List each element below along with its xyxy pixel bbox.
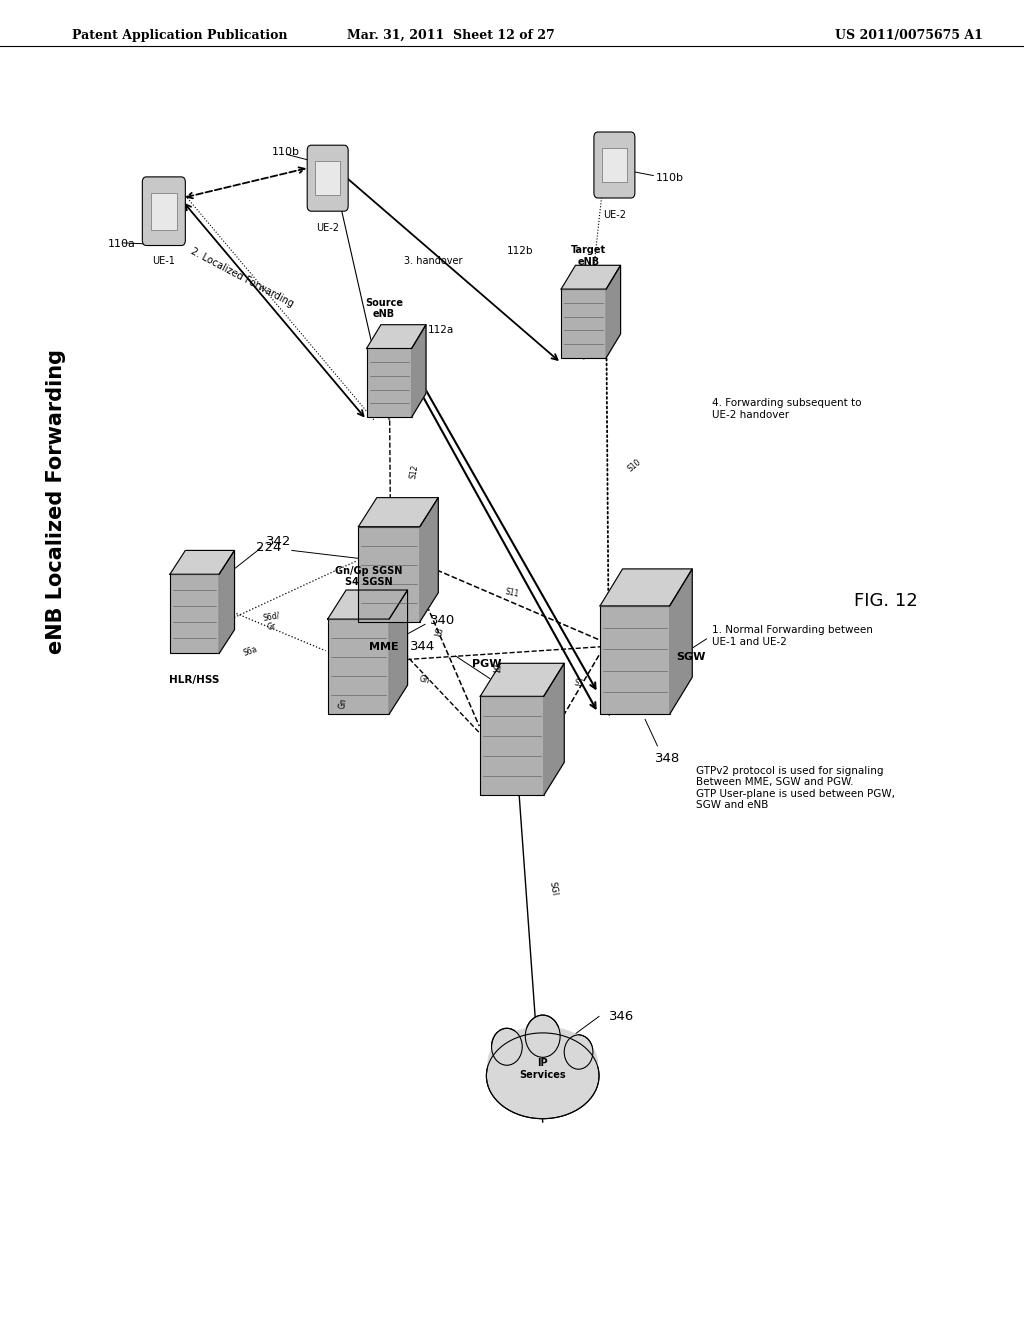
Text: IP
Services: IP Services: [519, 1059, 566, 1080]
Polygon shape: [670, 569, 692, 714]
Text: UE-1: UE-1: [153, 256, 175, 267]
Polygon shape: [170, 550, 234, 574]
FancyBboxPatch shape: [151, 193, 177, 230]
Polygon shape: [219, 550, 234, 653]
Text: eNB Localized Forwarding: eNB Localized Forwarding: [46, 348, 67, 655]
Text: 112a: 112a: [428, 325, 455, 335]
Text: FIG. 12: FIG. 12: [854, 591, 918, 610]
Text: 2. Localized Forwarding: 2. Localized Forwarding: [189, 246, 296, 309]
FancyBboxPatch shape: [328, 619, 389, 714]
FancyBboxPatch shape: [561, 289, 606, 358]
Text: 346: 346: [609, 1010, 635, 1023]
Polygon shape: [367, 325, 426, 348]
Text: Mar. 31, 2011  Sheet 12 of 27: Mar. 31, 2011 Sheet 12 of 27: [347, 29, 554, 42]
Text: MME: MME: [370, 642, 398, 652]
FancyBboxPatch shape: [600, 606, 670, 714]
Ellipse shape: [525, 1015, 560, 1057]
Text: GTPv2 protocol is used for signaling
Between MME, SGW and PGW.
GTP User-plane is: GTPv2 protocol is used for signaling Bet…: [696, 766, 895, 810]
Text: 110b: 110b: [271, 147, 299, 157]
FancyBboxPatch shape: [315, 161, 340, 195]
Text: 112b: 112b: [507, 246, 534, 256]
Text: HLR/HSS: HLR/HSS: [169, 675, 220, 685]
Text: US 2011/0075675 A1: US 2011/0075675 A1: [836, 29, 983, 42]
FancyBboxPatch shape: [307, 145, 348, 211]
Text: Gn: Gn: [338, 697, 348, 710]
Text: 344: 344: [410, 640, 435, 653]
Text: S6d/: S6d/: [262, 611, 281, 622]
Text: 3. handover: 3. handover: [404, 256, 463, 267]
Polygon shape: [389, 590, 408, 714]
Ellipse shape: [564, 1035, 593, 1069]
Text: SGW: SGW: [676, 652, 706, 663]
Polygon shape: [561, 265, 621, 289]
Text: Gn/Gp SGSN
S4 SGSN: Gn/Gp SGSN S4 SGSN: [335, 566, 402, 587]
Text: 110b: 110b: [655, 173, 683, 183]
Text: S5: S5: [572, 677, 585, 689]
Polygon shape: [358, 498, 438, 527]
Text: S12: S12: [409, 465, 421, 479]
Text: S6a: S6a: [243, 644, 259, 657]
Polygon shape: [544, 663, 564, 795]
Ellipse shape: [487, 1027, 598, 1098]
Text: S10: S10: [627, 457, 643, 474]
Text: Source
eNB: Source eNB: [365, 298, 403, 319]
Text: 110a: 110a: [108, 239, 135, 249]
Polygon shape: [328, 590, 408, 619]
Text: SGI: SGI: [547, 882, 559, 896]
Text: 1. Normal Forwarding between
UE-1 and UE-2: 1. Normal Forwarding between UE-1 and UE…: [712, 626, 872, 647]
Text: 340: 340: [430, 614, 456, 627]
Polygon shape: [412, 325, 426, 417]
Text: S3: S3: [432, 628, 444, 639]
Text: PGW: PGW: [472, 659, 501, 669]
Polygon shape: [420, 498, 438, 622]
Text: Patent Application Publication: Patent Application Publication: [72, 29, 287, 42]
FancyBboxPatch shape: [367, 348, 412, 417]
Text: 342: 342: [266, 535, 292, 548]
Text: UE-2: UE-2: [603, 210, 626, 220]
Text: 4. Forwarding subsequent to
UE-2 handover: 4. Forwarding subsequent to UE-2 handove…: [712, 399, 861, 420]
Text: UE-2: UE-2: [316, 223, 339, 234]
Ellipse shape: [486, 1032, 599, 1119]
Text: 224: 224: [256, 541, 282, 554]
FancyBboxPatch shape: [594, 132, 635, 198]
Text: Target
eNB: Target eNB: [571, 246, 606, 267]
Polygon shape: [606, 265, 621, 358]
Text: 348: 348: [655, 752, 681, 766]
Text: S4: S4: [492, 665, 502, 675]
Polygon shape: [480, 663, 564, 697]
Ellipse shape: [492, 1028, 522, 1065]
Text: S11: S11: [504, 587, 520, 599]
Polygon shape: [600, 569, 692, 606]
FancyBboxPatch shape: [170, 574, 219, 653]
FancyBboxPatch shape: [142, 177, 185, 246]
FancyBboxPatch shape: [480, 697, 544, 795]
FancyBboxPatch shape: [602, 148, 627, 182]
Text: Gr: Gr: [266, 622, 276, 632]
FancyBboxPatch shape: [358, 527, 420, 622]
Text: Gn: Gn: [419, 675, 431, 685]
